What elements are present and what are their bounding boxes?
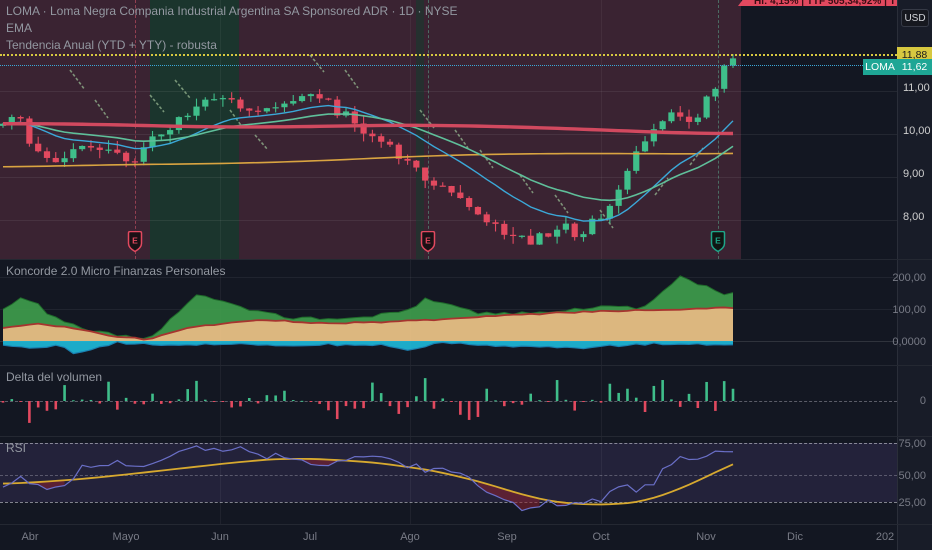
svg-text:E: E <box>715 236 721 246</box>
svg-text:E: E <box>425 236 431 246</box>
svg-text:E: E <box>132 236 138 246</box>
